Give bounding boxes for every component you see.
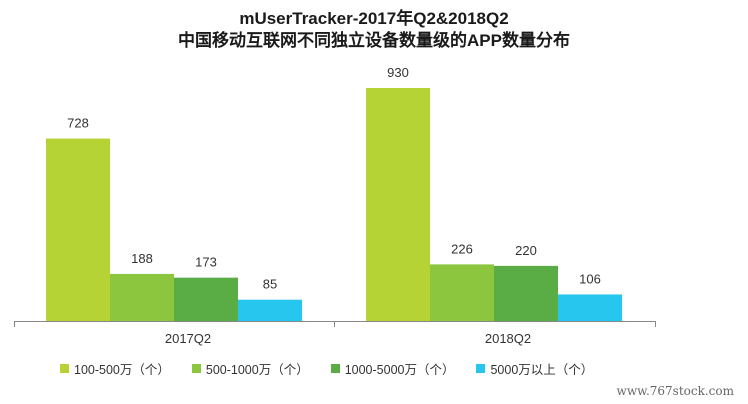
legend-item-500-1000: 500-1000万（个） (191, 359, 309, 378)
data-label-2018Q2-1000-5000: 220 (515, 243, 537, 258)
x-tick-label-2018Q2: 2018Q2 (485, 331, 531, 346)
x-tick-label-2017Q2: 2017Q2 (165, 331, 211, 346)
bar-2018Q2-500-1000 (430, 264, 494, 321)
legend-swatch-500-1000 (191, 364, 201, 373)
data-label-2017Q2-500-1000: 188 (131, 251, 153, 266)
data-label-2017Q2-5000-plus: 85 (263, 277, 277, 292)
bar-2017Q2-500-1000 (110, 273, 174, 321)
bar-2018Q2-5000-plus (558, 294, 622, 321)
chart-title-line-2: 中国移动互联网不同独立设备数量级的APP数量分布 (178, 31, 570, 50)
data-label-2017Q2-100-500: 728 (67, 116, 89, 131)
data-label-2018Q2-5000-plus: 106 (579, 271, 601, 286)
watermark: www.767stock.com (616, 384, 734, 398)
bar-2018Q2-100-500 (366, 88, 430, 321)
legend-label-5000-plus: 5000万以上（个） (490, 363, 594, 377)
bar-2017Q2-1000-5000 (174, 277, 238, 321)
chart-title: mUserTracker-2017年Q2&2018Q2 中国移动互联网不同独立设… (0, 8, 748, 52)
legend-swatch-5000-plus (476, 364, 486, 373)
data-label-2018Q2-100-500: 930 (387, 65, 409, 80)
legend-item-100-500: 100-500万（个） (60, 359, 170, 378)
legend-label-100-500: 100-500万（个） (74, 363, 170, 377)
bar-2017Q2-100-500 (46, 138, 110, 321)
bar-2017Q2-5000-plus (238, 299, 302, 321)
legend-item-1000-5000: 1000-5000万（个） (330, 359, 455, 378)
bar-2018Q2-1000-5000 (494, 265, 558, 321)
data-label-2018Q2-500-1000: 226 (451, 241, 473, 256)
legend-swatch-1000-5000 (330, 364, 340, 373)
chart-title-line-1: mUserTracker-2017年Q2&2018Q2 (239, 9, 509, 28)
legend-label-1000-5000: 1000-5000万（个） (344, 363, 455, 377)
data-label-2017Q2-1000-5000: 173 (195, 255, 217, 270)
legend-item-5000-plus: 5000万以上（个） (476, 359, 593, 378)
legend-swatch-100-500 (60, 364, 69, 373)
legend-label-500-1000: 500-1000万（个） (205, 363, 309, 377)
legend: 100-500万（个） 500-1000万（个） 1000-5000万（个） 5… (60, 359, 593, 378)
